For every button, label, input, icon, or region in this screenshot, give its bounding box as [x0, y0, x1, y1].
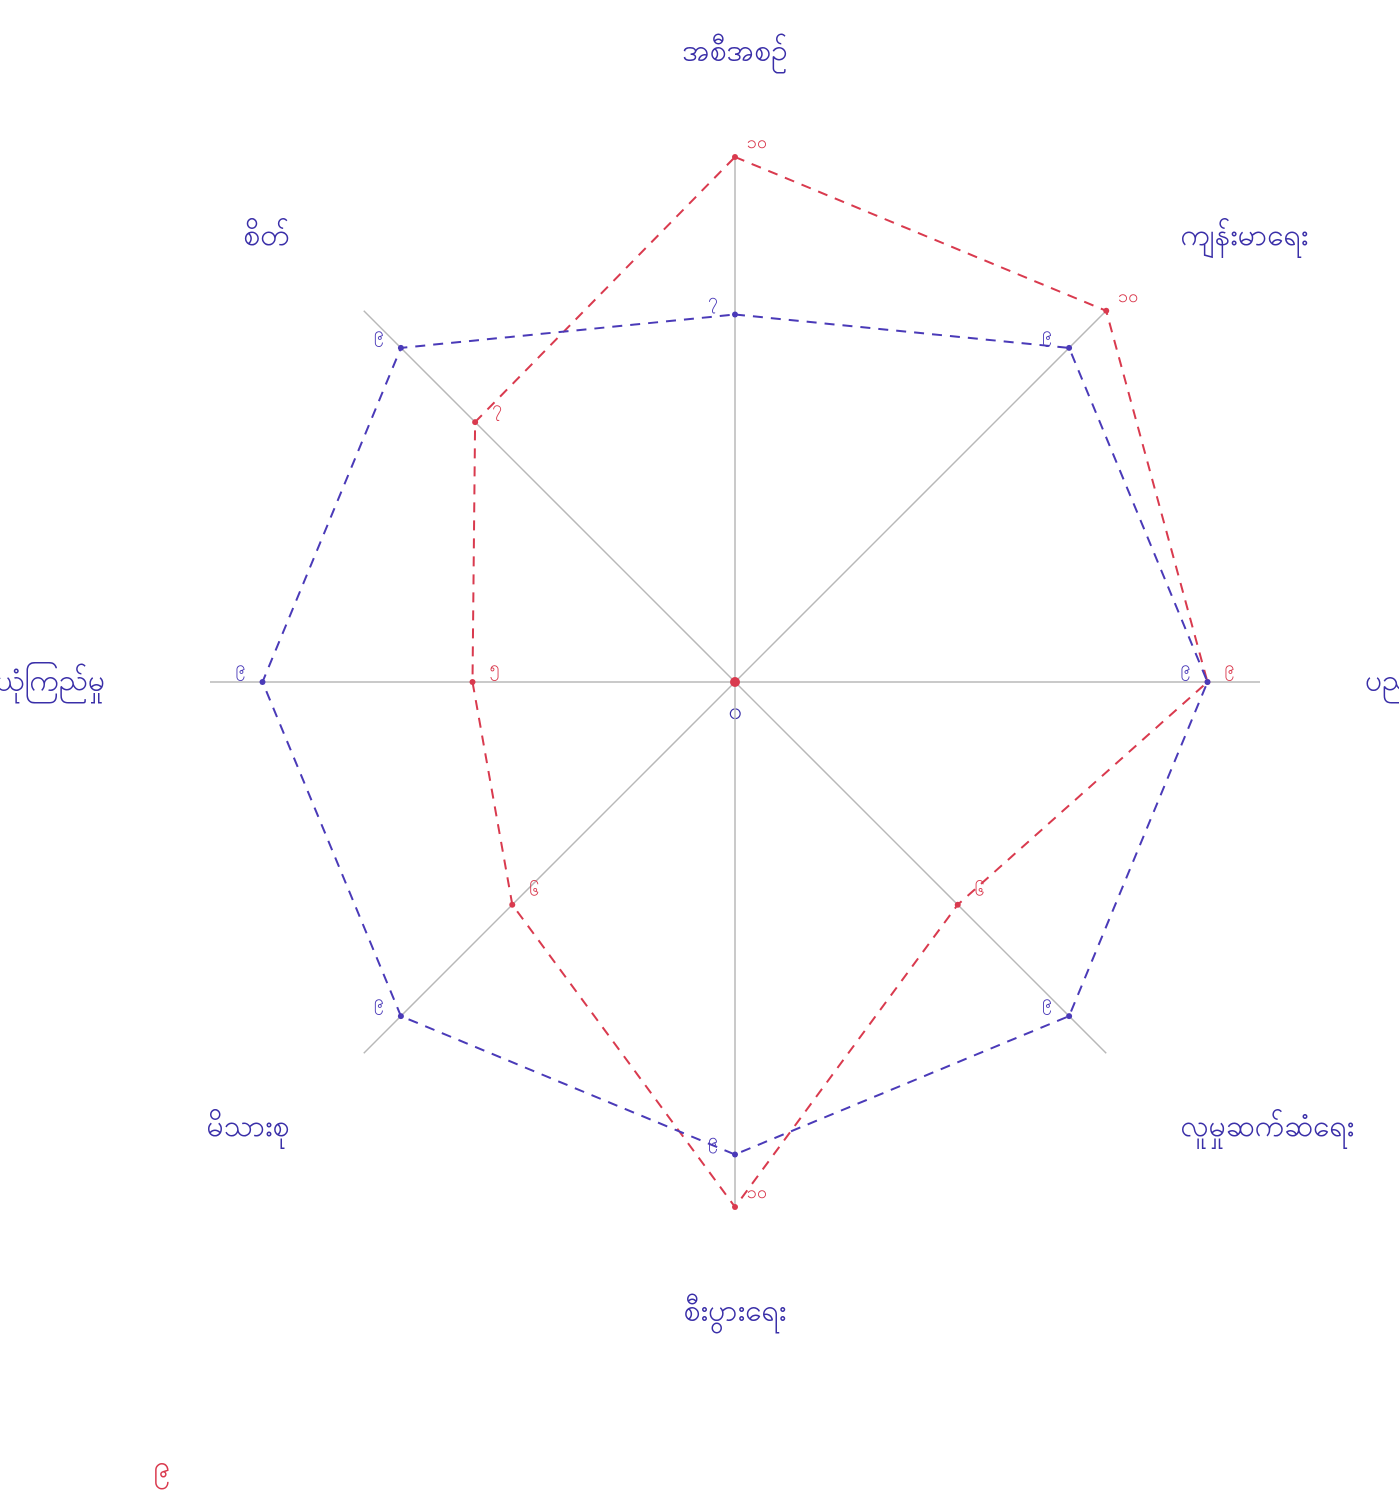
value-label: ၁၀: [1118, 286, 1138, 307]
value-label: ၁၀: [747, 1182, 767, 1203]
axis-label: စိတ်: [243, 218, 289, 253]
point: [732, 1151, 738, 1158]
axis-label: မိသားစု: [207, 1109, 290, 1150]
point: [732, 154, 738, 160]
value-label: ၅: [489, 657, 499, 681]
axis-label: ပညာရေး: [1365, 664, 1399, 705]
page-number: ၉: [154, 1450, 171, 1491]
axis-label: လူမှုဆက်ဆံရေး: [1180, 1109, 1354, 1150]
axis-label: ယုံကြည်မှု: [0, 662, 105, 705]
value-label: ၇: [708, 290, 718, 314]
axis-line: [363, 681, 736, 1054]
point: [1066, 1013, 1073, 1020]
point: [732, 311, 738, 318]
value-label: ၉: [1042, 323, 1052, 347]
value-label: ၉: [1180, 657, 1190, 681]
series-line: [261, 313, 1209, 1156]
value-label: ၉: [235, 657, 245, 681]
axis-label: အစီအစဉ်: [682, 34, 787, 75]
center-dot: [730, 677, 740, 687]
point: [509, 901, 516, 908]
point: [732, 1204, 738, 1210]
value-label: ၆: [975, 880, 985, 901]
value-label: ၉: [374, 323, 384, 347]
point: [1103, 307, 1110, 314]
point: [1066, 344, 1073, 351]
value-label: ၉: [708, 1130, 718, 1154]
point: [397, 1013, 404, 1020]
point: [1204, 679, 1211, 685]
value-label: ၆: [529, 880, 539, 901]
value-label: ၉: [1224, 657, 1234, 681]
point: [472, 419, 479, 426]
axis-label: ကျန်းမာရေး: [1180, 218, 1308, 259]
value-label: ၇: [492, 397, 502, 421]
value-label: ၁၀: [747, 132, 767, 153]
point: [259, 679, 266, 685]
axis-line: [363, 310, 736, 683]
axis-line: [734, 681, 1107, 1054]
point: [397, 344, 404, 351]
axis-line: [734, 310, 1107, 683]
point: [469, 679, 476, 685]
value-label: ၉: [374, 991, 384, 1015]
axis-label: စီးပွားရေး: [684, 1294, 787, 1335]
point: [954, 901, 961, 908]
value-label: ၉: [1042, 991, 1052, 1015]
